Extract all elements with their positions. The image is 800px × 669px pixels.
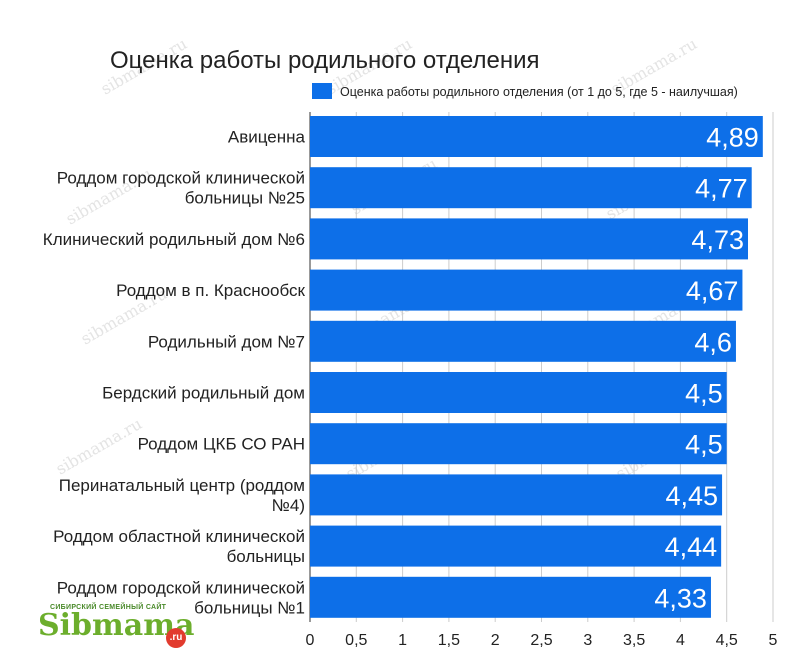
category-label: больницы №1 — [194, 598, 305, 617]
x-tick-label: 2,5 — [530, 632, 552, 649]
category-label: Роддом городской клинической — [57, 578, 305, 597]
logo-suffix: .ru — [166, 628, 186, 648]
x-tick-label: 3,5 — [623, 632, 645, 649]
category-label: Авиценна — [228, 128, 306, 147]
x-axis-ticks: 0 0,5 1 1,5 2 2,5 3 3,5 4 4,5 5 — [306, 632, 778, 649]
category-label: №4) — [272, 496, 305, 515]
category-label: Роддом в п. Краснообск — [116, 281, 305, 300]
category-label: Родильный дом №7 — [148, 332, 305, 351]
bar-value-label: 4,77 — [695, 174, 748, 204]
bar-value-label: 4,67 — [686, 276, 739, 306]
chart-title: Оценка работы родильного отделения — [110, 47, 539, 74]
bar-value-label: 4,73 — [691, 225, 744, 255]
logo-tagline: СИБИРСКИЙ СЕМЕЙНЫЙ САЙТ — [50, 604, 167, 611]
category-label: Роддом городской клинической — [57, 169, 305, 188]
bar — [310, 525, 722, 567]
bar — [310, 116, 763, 157]
bar-value-label: 4,44 — [665, 532, 718, 562]
bar-value-label: 4,5 — [685, 430, 723, 460]
x-tick-label: 5 — [769, 632, 778, 649]
bar — [310, 423, 727, 465]
bar — [310, 474, 723, 516]
bar-value-label: 4,89 — [706, 123, 759, 153]
watermark-text: sibmama.ru — [53, 414, 146, 478]
category-label: Роддом областной клинической — [53, 527, 305, 546]
category-label: Роддом ЦКБ СО РАН — [138, 435, 305, 454]
bar-value-label: 4,6 — [694, 327, 732, 357]
category-label: больницы — [227, 547, 305, 566]
category-label: больницы №25 — [185, 189, 305, 208]
x-tick-label: 0,5 — [345, 632, 367, 649]
bar-value-label: 4,45 — [666, 481, 719, 511]
x-tick-label: 1,5 — [438, 632, 460, 649]
bar — [310, 269, 743, 311]
bar — [310, 320, 736, 362]
legend-label: Оценка работы родильного отделения (от 1… — [340, 85, 738, 99]
category-label: Перинатальный центр (роддом — [59, 476, 305, 495]
bar-value-label: 4,33 — [654, 583, 707, 613]
category-label: Бердский родильный дом — [102, 384, 305, 403]
bars-group: 4,89 4,77 4,73 4,67 4,6 4,5 4,5 4,45 4,44 4,33 — [310, 116, 763, 618]
category-label: Клинический родильный дом №6 — [43, 230, 305, 249]
x-tick-label: 1 — [398, 632, 407, 649]
x-tick-label: 2 — [491, 632, 500, 649]
bar — [310, 576, 711, 618]
bar-value-label: 4,5 — [685, 379, 723, 409]
x-tick-label: 4 — [676, 632, 685, 649]
x-tick-label: 0 — [306, 632, 315, 649]
bar — [310, 372, 727, 413]
legend-swatch — [312, 83, 332, 99]
sibmama-logo: СИБИРСКИЙ СЕМЕЙНЫЙ САЙТ Sibmama .ru — [38, 604, 198, 648]
x-tick-label: 4,5 — [716, 632, 738, 649]
bar — [310, 167, 752, 209]
bar — [310, 218, 748, 260]
x-tick-label: 3 — [583, 632, 592, 649]
